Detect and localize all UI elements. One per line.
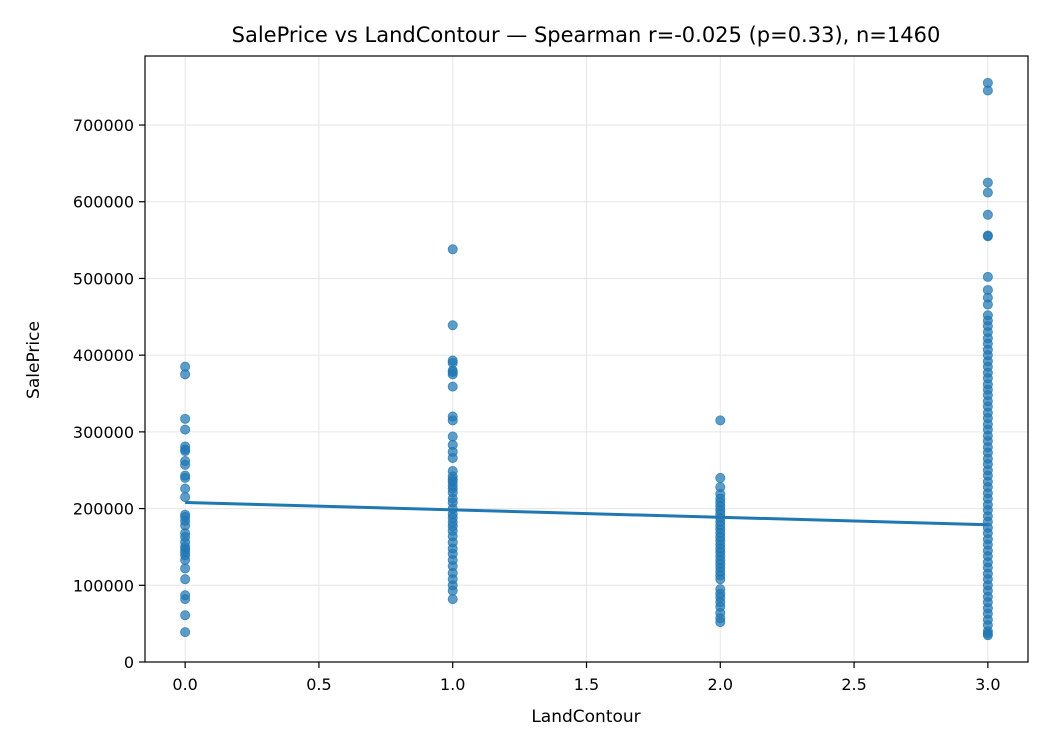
- data-point: [447, 431, 458, 442]
- trend-line-group: [185, 500, 988, 527]
- data-point: [180, 563, 191, 574]
- data-point: [447, 320, 458, 331]
- data-point: [180, 446, 191, 457]
- trend-line: [185, 500, 988, 527]
- y-axis-title: SalePrice: [24, 321, 44, 399]
- data-point: [447, 415, 458, 426]
- data-point: [180, 574, 191, 585]
- x-tick-label: 3.0: [975, 675, 1000, 694]
- x-tick-label: 0.5: [306, 675, 331, 694]
- y-tick-label: 700000: [73, 116, 134, 135]
- data-point: [447, 452, 458, 463]
- data-point: [715, 472, 726, 483]
- data-point: [447, 244, 458, 255]
- x-axis: 0.0 0.5 1.0 1.5 2.0 2.5 3.0: [172, 662, 1001, 694]
- data-point: [180, 594, 191, 605]
- y-axis: 0 100000 200000 300000 400000 500000 600000 700…: [73, 116, 145, 672]
- x-axis-title: LandContour: [531, 707, 640, 727]
- x-tick-label: 0.0: [172, 675, 197, 694]
- data-point: [982, 85, 993, 96]
- data-point: [180, 627, 191, 638]
- data-point: [982, 630, 993, 641]
- data-point: [180, 424, 191, 435]
- data-point: [180, 472, 191, 483]
- data-point: [982, 299, 993, 310]
- data-point: [447, 594, 458, 605]
- data-point: [982, 231, 993, 242]
- y-tick-label: 600000: [73, 193, 134, 212]
- data-point: [715, 617, 726, 628]
- x-tick-label: 2.0: [708, 675, 733, 694]
- y-tick-label: 0: [124, 653, 134, 672]
- data-point: [180, 413, 191, 424]
- data-point: [982, 187, 993, 198]
- grid: [145, 56, 1028, 663]
- data-point: [180, 459, 191, 470]
- data-point: [180, 483, 191, 494]
- data-point: [180, 492, 191, 503]
- x-tick-label: 1.5: [574, 675, 599, 694]
- y-tick-label: 200000: [73, 500, 134, 519]
- y-tick-label: 500000: [73, 269, 134, 288]
- y-tick-label: 400000: [73, 346, 134, 365]
- data-point: [180, 369, 191, 380]
- data-point: [982, 209, 993, 220]
- x-tick-label: 1.0: [440, 675, 465, 694]
- y-tick-label: 300000: [73, 423, 134, 442]
- data-point: [715, 574, 726, 585]
- data-point: [715, 415, 726, 426]
- data-point: [180, 554, 191, 565]
- y-tick-label: 100000: [73, 576, 134, 595]
- chart-title: SalePrice vs LandContour — Spearman r=-0…: [232, 23, 941, 47]
- data-point: [180, 610, 191, 621]
- x-tick-label: 2.5: [841, 675, 866, 694]
- data-point: [447, 369, 458, 380]
- data-point: [447, 381, 458, 392]
- data-point: [447, 585, 458, 596]
- data-point: [982, 271, 993, 282]
- data-point: [982, 177, 993, 188]
